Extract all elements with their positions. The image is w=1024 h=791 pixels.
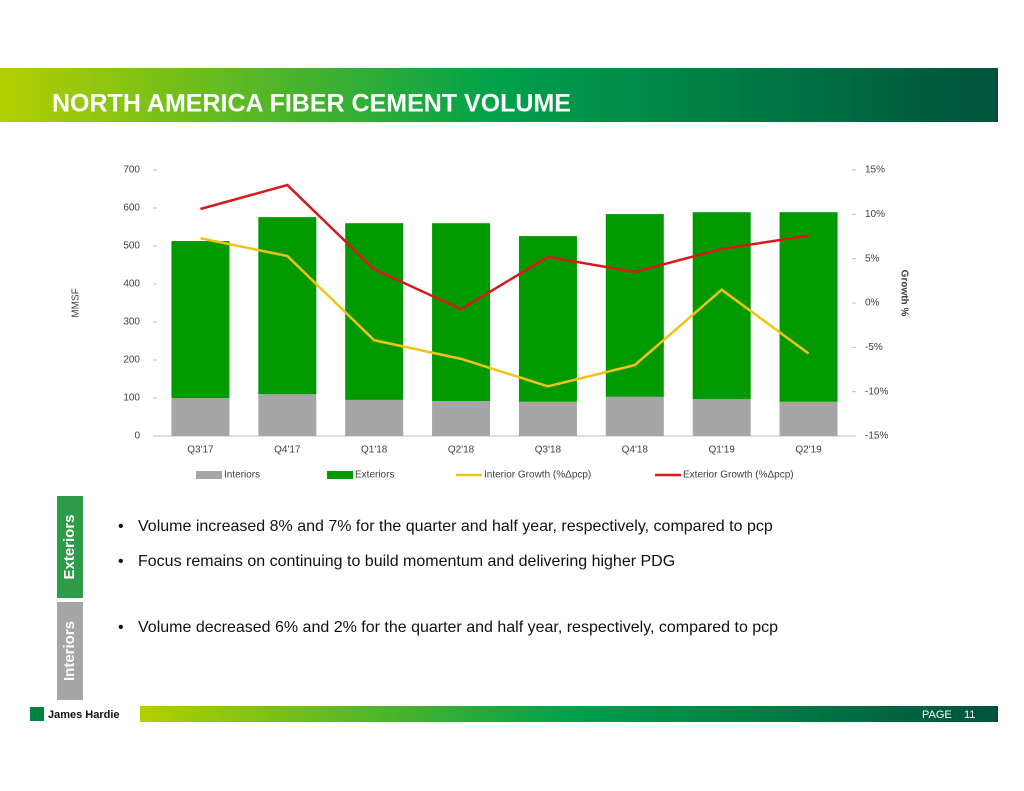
x-tick-label: Q2'18 [448,445,475,456]
tab-exteriors [57,496,83,598]
y2-tick-label: -15% [865,431,888,442]
y2-axis-title: Growth % [898,270,909,317]
legend-swatch [327,471,353,479]
bullet-dot: • [118,619,124,636]
y2-tick-label: 5% [865,253,880,264]
bullet-dot: • [118,553,124,570]
y-tick-label: 600 [123,203,140,214]
bar [779,212,838,402]
y-tick-label: 400 [123,279,140,290]
y-tick-label: 100 [123,393,140,404]
bar [345,223,404,400]
x-tick-label: Q2'19 [795,445,822,456]
y-tick-label: 500 [123,241,140,252]
bar [171,398,230,436]
y2-tick-label: 10% [865,209,885,220]
y-tick-label: 700 [123,165,140,176]
bullet: Volume increased 8% and 7% for the quart… [138,518,773,535]
x-tick-label: Q3'17 [187,445,214,456]
y-axis-title: MMSF [71,288,82,317]
bar [779,401,838,436]
line [200,183,809,311]
footer-bar [140,706,998,722]
y-tick-label: 200 [123,355,140,366]
bar [432,223,491,402]
legend-label: Exteriors [355,470,394,481]
bar [258,394,317,436]
bar [518,401,577,436]
logo-text: James Hardie [48,709,120,721]
x-tick-label: Q4'17 [274,445,301,456]
bar [605,214,664,397]
slide-title: NORTH AMERICA FIBER CEMENT VOLUME [52,90,571,118]
y-tick-label: 0 [134,431,140,442]
logo-icon [30,707,44,721]
legend-swatch [196,471,222,479]
header-bar [0,68,998,122]
x-tick-label: Q1'18 [361,445,388,456]
y2-tick-label: -5% [865,342,883,353]
x-tick-label: Q1'19 [709,445,736,456]
tab-interiors [57,602,83,700]
x-tick-label: Q3'18 [535,445,562,456]
bar [692,399,751,436]
bar [258,217,317,395]
y2-tick-label: -10% [865,386,888,397]
legend-label: Exterior Growth (%Δpcp) [683,470,794,481]
page-number: 11 [964,709,975,721]
line [200,237,810,388]
tab-label: Exteriors [61,514,78,579]
bar [605,396,664,436]
y-tick-label: 300 [123,317,140,328]
bullet-dot: • [118,518,124,535]
y2-tick-label: 0% [865,298,880,309]
bar [518,236,577,402]
bar [432,401,491,436]
tab-label: Interiors [61,621,78,681]
bullet: Volume decreased 6% and 2% for the quart… [138,619,778,636]
legend-label: Interiors [224,470,260,481]
x-tick-label: Q4'18 [622,445,649,456]
page-label: PAGE [922,709,952,721]
y2-tick-label: 15% [865,165,885,176]
bullet: Focus remains on continuing to build mom… [138,553,675,570]
bar [171,241,230,398]
legend-label: Interior Growth (%Δpcp) [484,470,591,481]
bar [345,399,404,436]
chart: 0 100 200 300 400 500 600 700 -15% -10% -5% 0% 5% 10%… [71,165,910,481]
